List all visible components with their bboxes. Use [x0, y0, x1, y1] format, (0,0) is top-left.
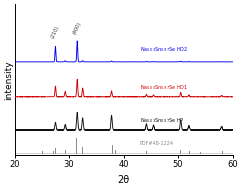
Text: Na$_{0.03}$Sn$_{0.97}$Se HP: Na$_{0.03}$Sn$_{0.97}$Se HP — [140, 116, 184, 125]
Text: (400): (400) — [72, 21, 82, 35]
Text: PDF#48-1224: PDF#48-1224 — [140, 141, 174, 146]
Text: (210): (210) — [50, 26, 60, 40]
Text: Na$_{0.03}$Sn$_{0.97}$Se HD2: Na$_{0.03}$Sn$_{0.97}$Se HD2 — [140, 45, 188, 54]
X-axis label: 2θ: 2θ — [117, 175, 130, 185]
Text: Na$_{0.03}$Sn$_{0.97}$Se HD1: Na$_{0.03}$Sn$_{0.97}$Se HD1 — [140, 83, 188, 92]
Y-axis label: intensity: intensity — [4, 60, 13, 100]
